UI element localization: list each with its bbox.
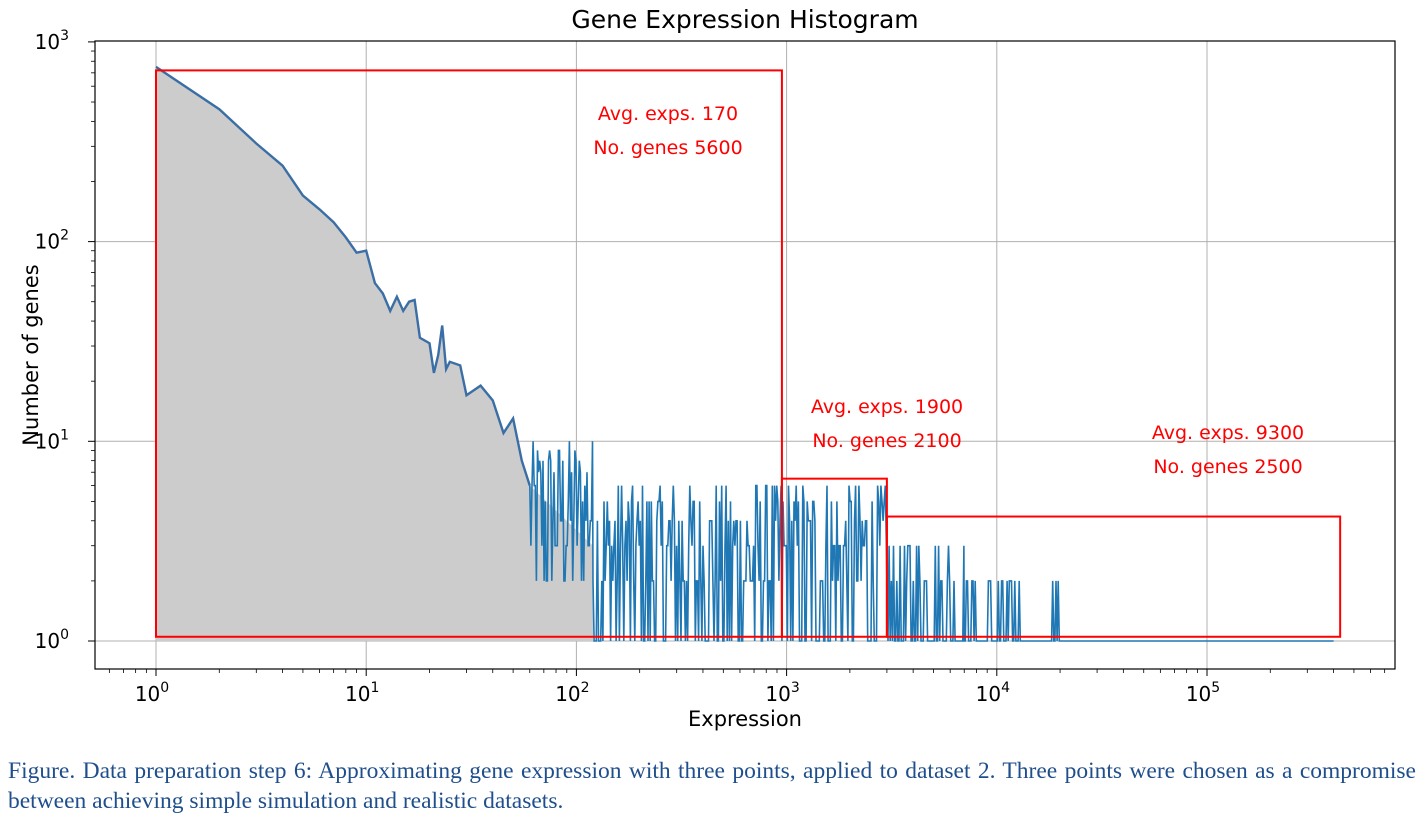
x-tick-label-base: 10 (345, 682, 370, 706)
region-annotation: No. genes 5600 (593, 137, 742, 159)
x-tick-label-base: 10 (1186, 682, 1211, 706)
region-annotation: Avg. exps. 1900 (811, 396, 963, 418)
y-tick-label: 103 (35, 28, 69, 54)
y-tick-label-exponent: 1 (60, 427, 69, 443)
x-tick-label-base: 10 (976, 682, 1001, 706)
y-tick-label: 102 (35, 228, 69, 254)
y-axis-title: Number of genes (19, 264, 43, 445)
x-tick-label-exponent: 2 (581, 680, 590, 696)
y-tick-label: 101 (35, 427, 69, 453)
y-tick-label-exponent: 2 (60, 228, 69, 244)
x-tick-label: 103 (765, 680, 799, 706)
region-boxes: Avg. exps. 170 No. genes 5600 Avg. exps. 1… (155, 69, 1342, 638)
histogram-line (155, 65, 531, 486)
y-tick-label: 100 (35, 627, 69, 653)
x-tick-label: 104 (976, 680, 1010, 706)
histogram-fill (156, 66, 594, 641)
x-tick-label-base: 10 (555, 682, 580, 706)
histogram-series-line (155, 65, 531, 486)
histogram-fill-area (156, 66, 594, 641)
y-tick-label-base: 10 (35, 30, 60, 54)
figure-caption: Figure. Data preparation step 6: Approxi… (8, 758, 1416, 814)
region-annotation: No. genes 2100 (812, 430, 961, 452)
x-tick-label-exponent: 3 (791, 680, 800, 696)
x-tick-label-exponent: 1 (370, 680, 379, 696)
y-tick-label-base: 10 (35, 429, 60, 453)
x-tick-label: 100 (135, 680, 169, 706)
x-tick-label-base: 10 (135, 682, 160, 706)
x-tick-label-exponent: 0 (160, 680, 169, 696)
x-tick-label: 105 (1186, 680, 1220, 706)
y-tick-label-base: 10 (35, 629, 60, 653)
y-tick-label-exponent: 3 (60, 28, 69, 44)
region-box (885, 515, 1342, 638)
histogram-chart: Avg. exps. 170 No. genes 5600 Avg. exps. 1… (19, 5, 1396, 731)
region-annotation: Avg. exps. 170 (598, 103, 738, 125)
region-annotation: No. genes 2500 (1153, 456, 1302, 478)
chart-title: Gene Expression Histogram (571, 5, 918, 34)
region-annotation: Avg. exps. 9300 (1152, 422, 1304, 444)
x-tick-label-exponent: 4 (1001, 680, 1010, 696)
x-tick-label: 102 (555, 680, 589, 706)
region-box (155, 69, 783, 638)
y-tick-label-exponent: 0 (60, 627, 69, 643)
x-axis-title: Expression (688, 707, 802, 731)
y-tick-label-base: 10 (35, 230, 60, 254)
x-tick-label-exponent: 5 (1211, 680, 1220, 696)
plot-frame (94, 40, 1396, 670)
x-tick-label: 101 (345, 680, 379, 706)
x-tick-label-base: 10 (765, 682, 790, 706)
